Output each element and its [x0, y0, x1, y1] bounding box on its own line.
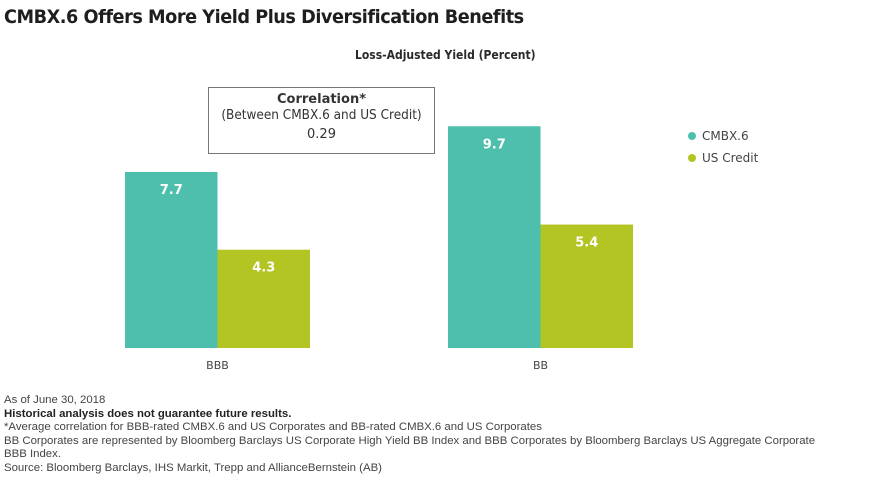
- bar-bbb-us-credit: [217, 249, 310, 348]
- index-note-continued: BBB Index.: [4, 448, 61, 461]
- correlation-box: Correlation* (Between CMBX.6 and US Cred…: [208, 87, 435, 154]
- bar-value-label: 4.3: [252, 261, 275, 276]
- footnote: *Average correlation for BBB-rated CMBX.…: [4, 421, 542, 434]
- legend-label: CMBX.6: [702, 129, 749, 143]
- bar-value-label: 5.4: [575, 236, 598, 251]
- category-labels-group: BBB BB: [206, 359, 548, 372]
- category-label-bbb: BBB: [206, 359, 229, 372]
- correlation-heading: Correlation*: [277, 92, 366, 107]
- chart-title: CMBX.6 Offers More Yield Plus Diversific…: [4, 6, 524, 28]
- disclaimer: Historical analysis does not guarantee f…: [4, 407, 292, 420]
- correlation-value: 0.29: [307, 127, 336, 142]
- bar-chart: 7.74.39.75.4 BBB BB: [125, 126, 633, 372]
- bar-bbb-cmbx-6: [125, 171, 218, 348]
- bars-group: [125, 126, 633, 349]
- bar-bb-cmbx-6: [448, 126, 541, 349]
- bar-value-label: 9.7: [483, 137, 506, 152]
- legend-label: US Credit: [702, 151, 759, 165]
- index-note: BB Corporates are represented by Bloombe…: [4, 434, 816, 447]
- chart-subtitle: Loss-Adjusted Yield (Percent): [355, 48, 536, 62]
- source-note: Source: Bloomberg Barclays, IHS Markit, …: [4, 461, 382, 474]
- legend-item-us-credit: US Credit: [688, 147, 758, 169]
- value-labels-group: 7.7 4.3 9.7 5.4: [160, 137, 599, 275]
- bar-bb-us-credit: [540, 224, 633, 348]
- legend: CMBX.6 US Credit: [688, 125, 758, 169]
- as-of-date: As of June 30, 2018: [4, 394, 106, 406]
- footnotes: As of June 30, 2018 Historical analysis …: [4, 394, 874, 476]
- category-label-bb: BB: [533, 359, 548, 372]
- correlation-subheading: (Between CMBX.6 and US Credit): [221, 108, 422, 123]
- legend-dot-icon: [688, 154, 696, 162]
- bar-value-label: 7.7: [160, 183, 183, 198]
- legend-dot-icon: [688, 132, 696, 140]
- legend-item-cmbx6: CMBX.6: [688, 125, 758, 147]
